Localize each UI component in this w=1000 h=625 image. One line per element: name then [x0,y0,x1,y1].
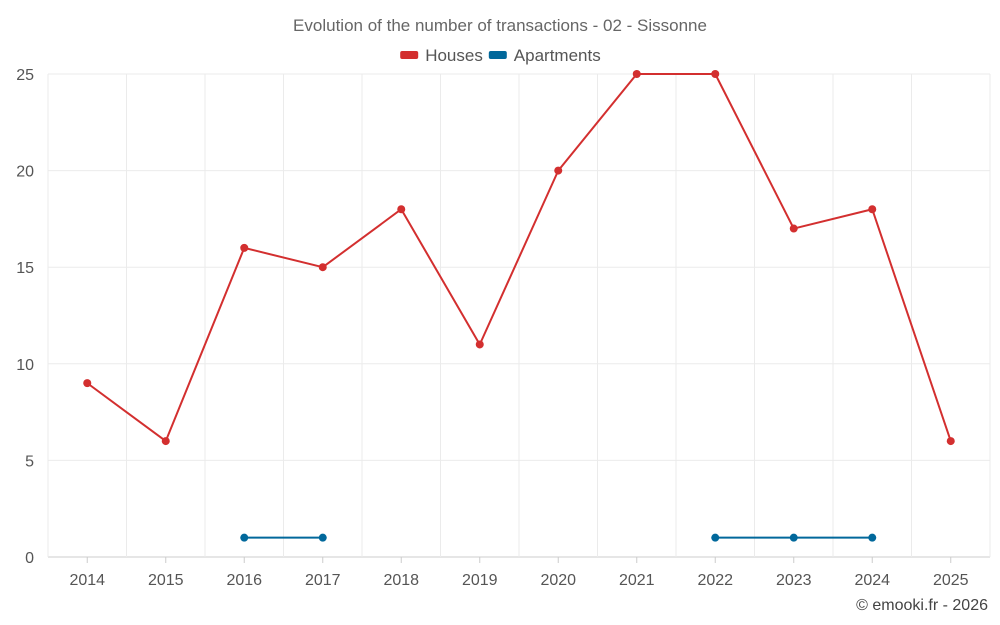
legend: Houses Apartments [400,46,601,65]
data-point-houses [946,437,955,446]
x-tick-label: 2024 [854,572,890,589]
data-point-houses [868,205,877,214]
legend-swatch-houses [400,51,419,59]
data-point-apartments [789,533,798,542]
x-tick-label: 2014 [69,572,105,589]
data-point-houses [554,166,563,175]
data-point-houses [397,205,406,214]
series-line-houses [86,73,952,443]
x-tick-label: 2022 [697,572,733,589]
data-point-houses [161,437,170,446]
data-point-houses [240,243,249,252]
y-tick-label: 0 [25,550,34,567]
y-axis: 0 5 10 15 20 25 [16,67,34,567]
data-point-houses [711,70,720,78]
x-tick-label: 2017 [305,572,341,589]
x-tick-label: 2025 [933,572,969,589]
legend-label-apartments: Apartments [514,46,601,65]
x-tick-label: 2021 [619,572,655,589]
data-point-apartments [240,533,249,542]
x-axis: 2014 2015 2016 2017 2018 2019 2020 2021 2022 2023… [69,557,969,589]
data-point-apartments [318,533,327,542]
x-tick-label: 2019 [462,572,498,589]
data-point-apartments [711,533,720,542]
y-tick-label: 15 [16,260,34,277]
chart-title: Evolution of the number of transactions … [293,16,707,35]
data-point-apartments [868,533,877,542]
credit-text: © emooki.fr - 2026 [856,597,988,614]
data-point-houses [789,224,798,233]
x-tick-label: 2015 [148,572,184,589]
legend-swatch-apartments [488,51,507,59]
x-tick-label: 2018 [383,572,419,589]
x-tick-label: 2023 [776,572,812,589]
x-tick-label: 2020 [540,572,576,589]
legend-label-houses: Houses [425,46,483,65]
data-point-houses [632,70,641,78]
data-point-houses [318,263,327,272]
y-tick-label: 10 [16,357,34,374]
y-tick-label: 20 [16,164,34,181]
data-point-houses [475,340,484,349]
data-point-houses [83,379,92,388]
y-tick-label: 5 [25,453,34,470]
x-tick-label: 2016 [226,572,262,589]
y-tick-label: 25 [16,67,34,84]
grid [47,73,991,558]
series-layer [83,70,955,542]
